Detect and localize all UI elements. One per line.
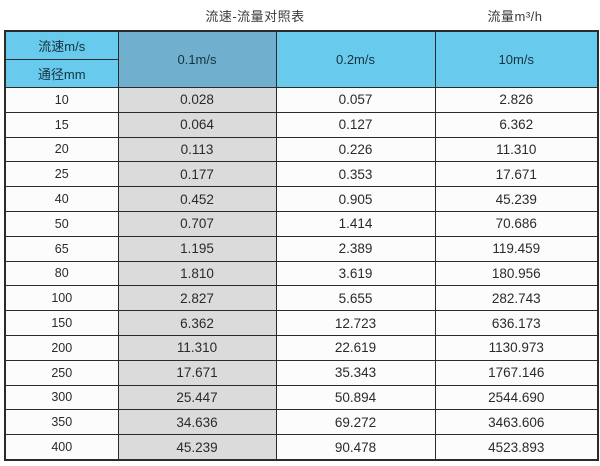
table-row: 15 0.064 0.127 6.362 bbox=[4, 111, 599, 138]
table-row: 300 25.447 50.894 2544.690 bbox=[4, 384, 599, 411]
table-row: 20 0.113 0.226 11.310 bbox=[4, 136, 599, 163]
diameter-cell: 400 bbox=[4, 434, 119, 461]
flow-value-cell: 25.447 bbox=[117, 384, 277, 411]
table-row: 400 45.239 90.478 4523.893 bbox=[4, 434, 599, 461]
diameter-cell: 65 bbox=[4, 235, 119, 262]
flow-value-cell: 45.239 bbox=[434, 186, 599, 212]
table-body: 10 0.028 0.057 2.826 15 0.064 0.127 6.362 20 0.11… bbox=[4, 87, 599, 461]
flow-value-cell: 11.310 bbox=[434, 136, 599, 163]
flow-value-cell: 2544.690 bbox=[434, 384, 599, 411]
flow-value-cell: 3.619 bbox=[275, 260, 436, 287]
table-row: 150 6.362 12.723 636.173 bbox=[4, 310, 599, 336]
flow-value-cell: 35.343 bbox=[275, 359, 436, 386]
diameter-cell: 50 bbox=[4, 210, 119, 237]
table-row: 10 0.028 0.057 2.826 bbox=[4, 87, 599, 113]
table-row: 50 0.707 1.414 70.686 bbox=[4, 210, 599, 237]
flow-value-cell: 2.827 bbox=[117, 285, 277, 312]
flow-unit-title: 流量m³/h bbox=[487, 9, 543, 24]
flow-value-cell: 90.478 bbox=[275, 434, 436, 461]
flow-value-cell: 0.064 bbox=[117, 111, 277, 138]
diameter-cell: 25 bbox=[4, 161, 119, 188]
flow-value-cell: 6.362 bbox=[434, 111, 599, 138]
flow-value-cell: 1.195 bbox=[117, 235, 277, 262]
flow-value-cell: 0.452 bbox=[117, 186, 277, 212]
flow-value-cell: 69.272 bbox=[275, 409, 436, 436]
flow-value-cell: 0.905 bbox=[275, 186, 436, 212]
flow-value-cell: 0.057 bbox=[275, 87, 436, 113]
diameter-cell: 350 bbox=[4, 409, 119, 436]
header-column-0-2ms: 0.2m/s bbox=[275, 30, 436, 88]
table-row: 80 1.810 3.619 180.956 bbox=[4, 260, 599, 287]
flow-value-cell: 636.173 bbox=[434, 310, 599, 336]
flow-value-cell: 22.619 bbox=[275, 334, 436, 361]
flow-value-cell: 2.826 bbox=[434, 87, 599, 113]
header-column-10ms: 10m/s bbox=[434, 30, 599, 88]
flow-value-cell: 180.956 bbox=[434, 260, 599, 287]
flow-value-cell: 11.310 bbox=[117, 334, 277, 361]
table-row: 25 0.177 0.353 17.671 bbox=[4, 161, 599, 188]
flow-value-cell: 1.810 bbox=[117, 260, 277, 287]
flow-value-cell: 17.671 bbox=[434, 161, 599, 188]
flow-value-cell: 2.389 bbox=[275, 235, 436, 262]
flow-value-cell: 0.113 bbox=[117, 136, 277, 163]
table-row: 250 17.671 35.343 1767.146 bbox=[4, 359, 599, 386]
flow-value-cell: 1.414 bbox=[275, 210, 436, 237]
flow-value-cell: 45.239 bbox=[117, 434, 277, 461]
flow-value-cell: 50.894 bbox=[275, 384, 436, 411]
flow-value-cell: 5.655 bbox=[275, 285, 436, 312]
diameter-cell: 100 bbox=[4, 285, 119, 312]
flow-value-cell: 0.127 bbox=[275, 111, 436, 138]
diameter-cell: 200 bbox=[4, 334, 119, 361]
header-diameter-label: 通径mm bbox=[4, 59, 119, 88]
flow-value-cell: 1767.146 bbox=[434, 359, 599, 386]
table-row: 350 34.636 69.272 3463.606 bbox=[4, 409, 599, 436]
flow-value-cell: 1130.973 bbox=[434, 334, 599, 361]
flow-value-cell: 0.226 bbox=[275, 136, 436, 163]
table-row: 40 0.452 0.905 45.239 bbox=[4, 186, 599, 212]
flow-value-cell: 282.743 bbox=[434, 285, 599, 312]
flow-value-cell: 70.686 bbox=[434, 210, 599, 237]
diameter-cell: 80 bbox=[4, 260, 119, 287]
table-row: 100 2.827 5.655 282.743 bbox=[4, 285, 599, 312]
flow-value-cell: 119.459 bbox=[434, 235, 599, 262]
table-title: 流速-流量对照表 bbox=[205, 9, 305, 24]
table-row: 65 1.195 2.389 119.459 bbox=[4, 235, 599, 262]
table-row: 200 11.310 22.619 1130.973 bbox=[4, 334, 599, 361]
flow-value-cell: 3463.606 bbox=[434, 409, 599, 436]
diameter-cell: 10 bbox=[4, 87, 119, 113]
flow-value-cell: 17.671 bbox=[117, 359, 277, 386]
diameter-cell: 300 bbox=[4, 384, 119, 411]
diameter-cell: 250 bbox=[4, 359, 119, 386]
diameter-cell: 150 bbox=[4, 310, 119, 336]
diameter-cell: 20 bbox=[4, 136, 119, 163]
flow-value-cell: 34.636 bbox=[117, 409, 277, 436]
flow-value-cell: 6.362 bbox=[117, 310, 277, 336]
flow-value-cell: 4523.893 bbox=[434, 434, 599, 461]
diameter-cell: 15 bbox=[4, 111, 119, 138]
header-column-0-1ms: 0.1m/s bbox=[117, 30, 277, 88]
flow-conversion-table: 流速m/s 0.1m/s 0.2m/s 10m/s 通径mm 10 0.028 0.… bbox=[4, 30, 599, 461]
header-velocity-label: 流速m/s bbox=[4, 30, 119, 60]
flow-value-cell: 12.723 bbox=[275, 310, 436, 336]
diameter-cell: 40 bbox=[4, 186, 119, 212]
flow-value-cell: 0.177 bbox=[117, 161, 277, 188]
flow-value-cell: 0.707 bbox=[117, 210, 277, 237]
flow-value-cell: 0.353 bbox=[275, 161, 436, 188]
flow-value-cell: 0.028 bbox=[117, 87, 277, 113]
